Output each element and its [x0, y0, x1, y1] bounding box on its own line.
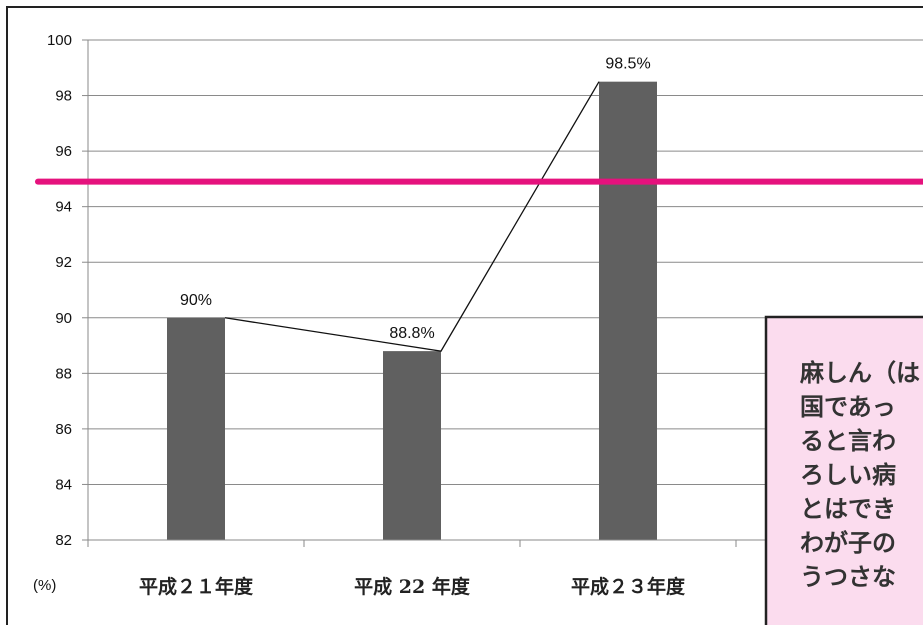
x-category-label: 平成２１年度: [139, 575, 254, 598]
data-label: 90%: [180, 292, 212, 309]
callout-line: 国であっ: [800, 392, 896, 421]
bar: [599, 81, 657, 541]
y-tick-label: 96: [55, 143, 72, 160]
connecting-line: [224, 81, 600, 352]
y-tick-label: 98: [55, 88, 72, 105]
callout-line: うつさな: [800, 562, 896, 591]
y-tick-label: 90: [55, 310, 72, 327]
callout-line: 麻しん（は: [799, 358, 920, 387]
callout-line: とはでき: [800, 494, 896, 523]
y-tick-label: 92: [55, 254, 72, 271]
y-tick-label: 100: [47, 32, 72, 49]
y-tick-label: 86: [55, 421, 72, 438]
x-category-label: 平成２３年度: [571, 575, 686, 598]
y-axis-unit-label: (%): [33, 577, 56, 594]
y-tick-label: 88: [55, 365, 72, 382]
callout-line: わが子の: [800, 528, 896, 557]
callout-line: ろしい病: [800, 460, 896, 489]
bar: [383, 351, 441, 540]
y-tick-label: 84: [55, 476, 72, 493]
data-label: 88.8%: [389, 325, 434, 342]
data-labels: 90% 88.8% 98.5%: [180, 56, 651, 342]
bar: [167, 317, 225, 540]
y-tick-label: 94: [55, 199, 72, 216]
y-axis-ticks: 82 84 86 88 90 92 94 96 98 100: [47, 32, 72, 549]
y-tick-label: 82: [55, 532, 72, 549]
x-category-label: 平成 22 年度: [354, 575, 471, 598]
connector-polyline: [224, 81, 600, 352]
data-label: 98.5%: [605, 56, 650, 73]
callout-line: ると言わ: [800, 426, 896, 455]
callout-background: [764, 315, 923, 625]
bars: [167, 81, 657, 541]
